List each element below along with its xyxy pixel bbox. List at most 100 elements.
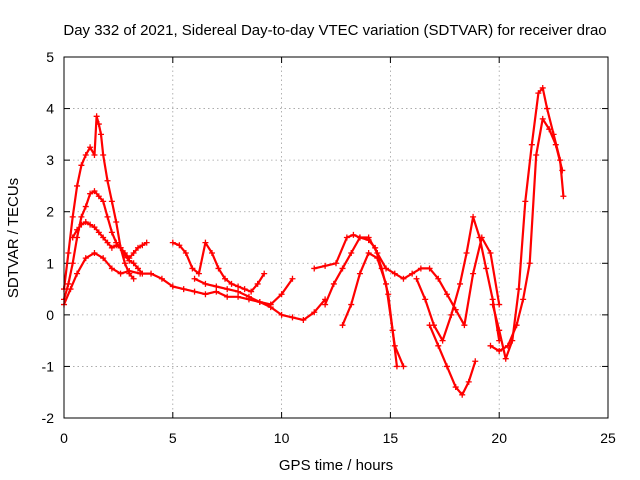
data-point	[134, 244, 141, 251]
data-point	[463, 249, 470, 256]
data-point	[443, 363, 450, 370]
data-point	[108, 265, 115, 272]
y-tick-label: 2	[46, 204, 54, 220]
data-point	[489, 296, 496, 303]
plot-frame	[63, 56, 609, 419]
x-tick-label: 10	[274, 430, 290, 446]
data-point	[546, 126, 553, 133]
data-point	[235, 288, 242, 295]
data-point	[452, 384, 459, 391]
series-arc13	[487, 115, 566, 354]
data-point	[130, 249, 137, 256]
series-arc4	[61, 249, 329, 324]
data-point	[195, 270, 202, 277]
data-point	[104, 239, 111, 246]
data-point	[215, 265, 222, 272]
data-point	[448, 311, 455, 318]
data-point	[113, 219, 120, 226]
data-point	[82, 203, 89, 210]
data-point	[289, 314, 296, 321]
data-point	[202, 291, 209, 298]
series-arc3	[69, 219, 150, 262]
data-point	[100, 234, 107, 241]
data-point	[235, 283, 242, 290]
data-point	[100, 198, 107, 205]
data-point	[69, 260, 76, 267]
data-point	[526, 260, 533, 267]
data-point	[539, 84, 546, 91]
series-line	[62, 190, 144, 300]
data-point	[93, 113, 100, 120]
data-point	[256, 298, 263, 305]
series-arc10	[426, 322, 479, 398]
data-point	[356, 234, 363, 241]
data-point	[439, 337, 446, 344]
data-point	[435, 342, 442, 349]
data-point	[343, 234, 350, 241]
data-point	[108, 229, 115, 236]
data-point	[443, 291, 450, 298]
data-point	[383, 280, 390, 287]
data-point	[513, 322, 520, 329]
data-point	[496, 301, 503, 308]
data-point	[169, 239, 176, 246]
chart-title: Day 332 of 2021, Sidereal Day-to-day VTE…	[63, 22, 606, 39]
x-tick-label: 5	[169, 430, 177, 446]
data-point	[117, 244, 124, 251]
data-point	[435, 275, 442, 282]
y-tick-label: -2	[42, 410, 55, 426]
series-line	[415, 215, 501, 342]
data-point	[522, 198, 529, 205]
data-point	[459, 391, 466, 398]
data-point	[422, 296, 429, 303]
data-point	[158, 275, 165, 282]
data-point	[117, 270, 124, 277]
data-point	[87, 190, 94, 197]
data-point	[535, 90, 542, 97]
y-axis-label: SDTVAR / TECUs	[5, 178, 22, 298]
data-point	[391, 342, 398, 349]
data-point	[322, 262, 329, 269]
data-point	[139, 242, 146, 249]
data-point	[113, 242, 120, 249]
data-point	[465, 378, 472, 385]
data-point	[130, 275, 137, 282]
y-tick-label: 5	[46, 49, 54, 65]
data-point	[356, 270, 363, 277]
x-axis-label: GPS time / hours	[279, 457, 393, 474]
data-point	[121, 249, 128, 256]
data-point	[78, 221, 85, 228]
data-point	[78, 213, 85, 220]
data-point	[222, 275, 229, 282]
data-point	[82, 255, 89, 262]
data-point	[409, 270, 416, 277]
data-point	[559, 167, 566, 174]
data-point	[339, 265, 346, 272]
series-line	[491, 86, 565, 360]
data-point	[365, 234, 372, 241]
data-point	[87, 221, 94, 228]
data-point	[391, 270, 398, 277]
data-point	[100, 255, 107, 262]
data-point	[487, 342, 494, 349]
data-point	[267, 301, 274, 308]
data-point	[413, 275, 420, 282]
data-point	[74, 270, 81, 277]
data-point	[528, 141, 535, 148]
data-point	[213, 283, 220, 290]
data-point	[176, 242, 183, 249]
data-point	[300, 317, 307, 324]
data-point	[100, 151, 107, 158]
data-point	[235, 293, 242, 300]
data-point	[74, 226, 81, 233]
data-point	[245, 293, 252, 300]
data-point	[95, 229, 102, 236]
data-point	[476, 234, 483, 241]
x-tick-label: 15	[383, 430, 399, 446]
data-point	[539, 115, 546, 122]
data-point	[91, 188, 98, 195]
data-point	[191, 288, 198, 295]
data-point	[134, 265, 141, 272]
data-point	[417, 265, 424, 272]
